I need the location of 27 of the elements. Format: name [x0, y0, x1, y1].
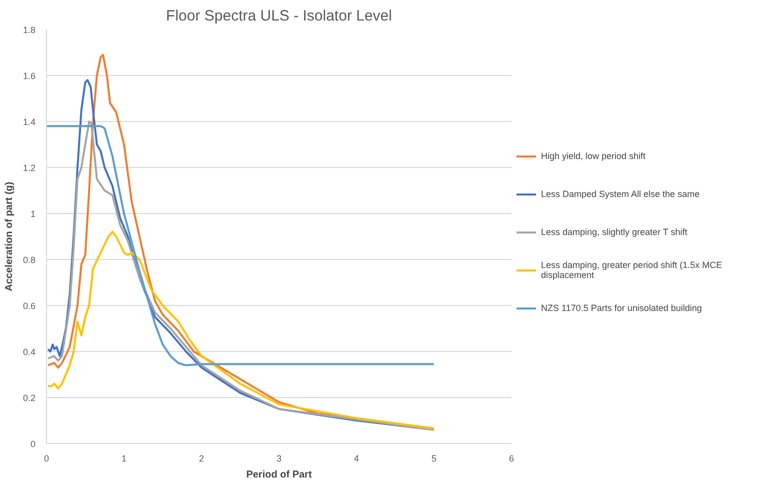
legend-label: Less damping, greater period shift (1.5x MCE displacement — [541, 260, 722, 280]
line-series — [46, 125, 435, 366]
legend-label: High yield, low period shift — [541, 150, 646, 160]
legend-label: NZS 1170.5 Parts for unisolated building — [541, 302, 702, 312]
chart-title: Floor Spectra ULS - Isolator Level — [166, 8, 392, 24]
y-tick-label: 1.6 — [22, 71, 36, 81]
line-series — [47, 230, 435, 430]
y-tick-label: 1 — [30, 209, 36, 219]
x-tick-label: 4 — [354, 454, 360, 464]
x-tick-label: 0 — [44, 454, 50, 464]
x-tick-label: 1 — [121, 454, 127, 464]
y-tick-label: 1.4 — [22, 117, 36, 127]
x-tick-label: 6 — [508, 454, 514, 464]
x-tick-label: 5 — [431, 454, 437, 464]
y-tick-label: 0.8 — [22, 255, 36, 265]
y-tick-label: 0 — [30, 439, 36, 449]
x-tick-label: 3 — [276, 454, 282, 464]
y-axis-title: Acceleration of part (g) — [4, 182, 15, 292]
legend-label: Less damping, slightly greater T shift — [541, 226, 688, 236]
x-tick-label: 2 — [198, 454, 204, 464]
y-tick-label: 1.2 — [22, 163, 36, 173]
y-tick-label: 0.6 — [22, 301, 36, 311]
legend-label: Less Damped System All else the same — [541, 188, 700, 198]
y-tick-label: 1.8 — [22, 25, 36, 35]
y-tick-label: 0.4 — [22, 347, 36, 357]
x-axis-title: Period of Part — [246, 470, 312, 480]
y-tick-label: 0.2 — [22, 393, 36, 403]
